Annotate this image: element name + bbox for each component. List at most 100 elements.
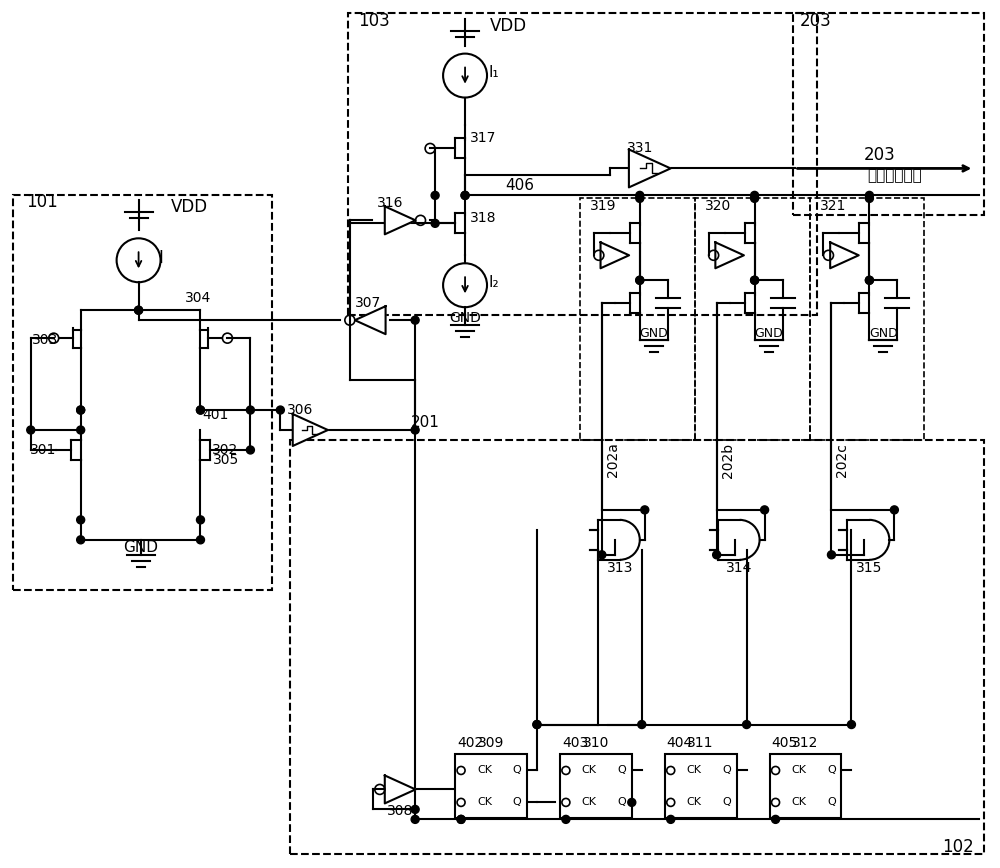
Circle shape: [865, 276, 873, 284]
Circle shape: [77, 516, 85, 524]
Circle shape: [641, 506, 649, 514]
Text: 309: 309: [478, 735, 504, 749]
Circle shape: [761, 506, 769, 514]
Circle shape: [27, 426, 35, 434]
Circle shape: [246, 446, 254, 454]
Bar: [580, 199, 695, 440]
Circle shape: [865, 194, 873, 202]
Circle shape: [751, 276, 759, 284]
Circle shape: [461, 191, 469, 200]
Circle shape: [77, 426, 85, 434]
Text: 313: 313: [607, 561, 633, 575]
Text: 301: 301: [30, 443, 56, 457]
Text: 331: 331: [627, 141, 653, 155]
Text: GND: GND: [639, 326, 668, 339]
Text: 311: 311: [687, 735, 714, 749]
Text: Q̄: Q̄: [827, 766, 836, 775]
Bar: [13, 195, 272, 589]
Circle shape: [276, 406, 284, 414]
Circle shape: [890, 506, 898, 514]
Circle shape: [772, 815, 780, 824]
Circle shape: [457, 815, 465, 824]
Polygon shape: [385, 775, 416, 804]
Circle shape: [196, 536, 204, 544]
Text: 308: 308: [387, 805, 413, 819]
Circle shape: [431, 220, 439, 227]
Text: CK: CK: [582, 798, 597, 807]
Text: 320: 320: [705, 200, 731, 214]
Text: GND: GND: [869, 326, 898, 339]
Text: 401: 401: [202, 408, 229, 422]
Text: 312: 312: [792, 735, 819, 749]
Circle shape: [135, 306, 143, 314]
Text: I: I: [159, 249, 163, 267]
Text: Q: Q: [722, 798, 731, 807]
Text: 306: 306: [287, 403, 314, 417]
Text: 403: 403: [562, 735, 588, 749]
Text: 203: 203: [800, 11, 831, 30]
Circle shape: [667, 815, 675, 824]
Text: Q̄: Q̄: [617, 766, 626, 775]
Text: I₁: I₁: [488, 65, 499, 80]
Circle shape: [135, 306, 143, 314]
Circle shape: [196, 406, 204, 414]
Polygon shape: [293, 414, 328, 446]
Text: 405: 405: [772, 735, 798, 749]
Text: 315: 315: [856, 561, 883, 575]
Circle shape: [461, 191, 469, 200]
Polygon shape: [601, 242, 629, 268]
Circle shape: [636, 194, 644, 202]
Bar: [770, 754, 841, 819]
Text: CK: CK: [792, 798, 807, 807]
Circle shape: [196, 406, 204, 414]
Circle shape: [751, 194, 759, 202]
Text: 305: 305: [212, 453, 239, 467]
Text: GND: GND: [754, 326, 783, 339]
Bar: [810, 199, 924, 440]
Bar: [455, 754, 527, 819]
Circle shape: [562, 815, 570, 824]
Text: CK: CK: [582, 766, 597, 775]
Circle shape: [196, 516, 204, 524]
Bar: [793, 13, 984, 215]
Circle shape: [77, 406, 85, 414]
Polygon shape: [715, 242, 744, 268]
Text: Q: Q: [617, 798, 626, 807]
Text: Q̄: Q̄: [722, 766, 731, 775]
Circle shape: [636, 191, 644, 200]
Bar: [665, 754, 737, 819]
Text: VDD: VDD: [171, 199, 208, 216]
Polygon shape: [830, 242, 859, 268]
Bar: [348, 13, 817, 315]
Text: 304: 304: [185, 292, 212, 306]
Circle shape: [743, 720, 751, 728]
Circle shape: [246, 406, 254, 414]
Circle shape: [431, 191, 439, 200]
Text: Q: Q: [513, 798, 521, 807]
Text: 102: 102: [942, 838, 974, 857]
Text: 202b: 202b: [721, 443, 735, 477]
Circle shape: [636, 276, 644, 284]
Circle shape: [865, 276, 873, 284]
Text: 321: 321: [819, 200, 846, 214]
Circle shape: [533, 720, 541, 728]
Circle shape: [751, 191, 759, 200]
Text: 频率抖动输出: 频率抖动输出: [867, 168, 922, 183]
Text: 307: 307: [355, 296, 381, 310]
Text: 317: 317: [470, 131, 496, 146]
Text: CK: CK: [792, 766, 807, 775]
Circle shape: [628, 799, 636, 806]
Circle shape: [411, 806, 419, 813]
Text: 318: 318: [470, 211, 497, 226]
Text: Q: Q: [827, 798, 836, 807]
Circle shape: [411, 426, 419, 434]
Circle shape: [77, 406, 85, 414]
Text: 203: 203: [864, 147, 895, 164]
Text: VDD: VDD: [490, 16, 527, 35]
Circle shape: [865, 191, 873, 200]
Text: 202a: 202a: [606, 443, 620, 477]
Text: CK: CK: [477, 798, 492, 807]
Text: I₂: I₂: [488, 275, 499, 290]
Text: 303: 303: [32, 333, 58, 347]
Text: CK: CK: [687, 798, 702, 807]
